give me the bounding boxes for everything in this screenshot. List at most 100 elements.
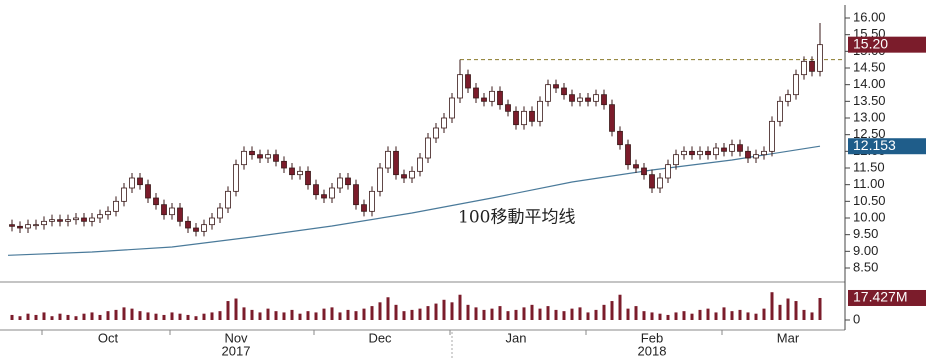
candle-body (337, 177, 343, 189)
volume-bar (722, 307, 726, 320)
candle-body (65, 219, 71, 222)
y-tick-label: 13.50 (853, 93, 886, 108)
candle-body (641, 167, 647, 176)
candle-body (697, 150, 703, 156)
candle-body (729, 144, 735, 152)
volume-bar (306, 311, 310, 320)
candle-body (145, 184, 151, 199)
y-tick-label: 14.50 (853, 59, 886, 74)
candle-body (537, 100, 543, 122)
candle-body (9, 224, 15, 227)
candle-body (633, 164, 639, 169)
volume-bar (130, 308, 134, 320)
volume-bar (106, 311, 110, 320)
value-box-label: 15.20 (853, 35, 888, 51)
candle-body (649, 174, 655, 189)
volume-bar (498, 306, 502, 320)
volume-bar (458, 294, 462, 320)
candle-body (665, 164, 671, 179)
candle-body (401, 174, 407, 179)
candle-body (809, 60, 815, 72)
value-box (848, 36, 926, 53)
y-tick-label: 13.00 (853, 109, 886, 124)
candle-body (561, 87, 567, 96)
volume-bar (354, 311, 358, 320)
volume-bar (650, 312, 654, 320)
x-tick-label: Mar (777, 330, 800, 345)
candle-body (521, 110, 527, 126)
candle-body (257, 154, 263, 159)
volume-bar (226, 301, 230, 320)
candle-body (761, 150, 767, 156)
volume-bar (578, 307, 582, 320)
volume-bar (194, 316, 198, 320)
volume-bar (698, 309, 702, 320)
volume-bar (386, 297, 390, 320)
candle-body (753, 154, 759, 159)
volume-bar (250, 309, 254, 320)
moving-average-name: 100移動平均线 (458, 208, 575, 228)
volume-bar (466, 304, 470, 320)
candle-body (433, 127, 439, 139)
volume-bar (474, 307, 478, 320)
volume-bar (98, 314, 102, 320)
x-tick-label: Dec (368, 330, 392, 345)
volume-bar (258, 312, 262, 320)
volume-bar (18, 316, 22, 320)
candle-body (17, 225, 23, 229)
volume-bar (298, 313, 302, 320)
candle-body (553, 84, 559, 89)
y-tick-label: 14.00 (853, 76, 886, 91)
volume-bar (674, 312, 678, 320)
candle-body (545, 84, 551, 102)
candle-body (785, 94, 791, 102)
candle-body (305, 170, 311, 186)
candle-body (569, 94, 575, 102)
volume-bar (706, 308, 710, 320)
candle-body (609, 104, 615, 132)
y-tick-label: 11.00 (853, 176, 885, 191)
candle-body (377, 167, 383, 192)
volume-bar (658, 313, 662, 320)
candle-body (393, 150, 399, 176)
candle-body (737, 144, 743, 152)
volume-bar (738, 309, 742, 320)
volume-bar (66, 314, 70, 320)
candle-body (657, 177, 663, 189)
volume-bar (482, 309, 486, 320)
candle-body (361, 204, 367, 212)
volume-bar (26, 313, 30, 320)
candle-body (385, 150, 391, 169)
candle-body (273, 154, 279, 162)
candle-body (353, 184, 359, 206)
candle-body (689, 150, 695, 156)
volume-bar (114, 309, 118, 320)
candle-body (473, 87, 479, 99)
volume-bar (58, 313, 62, 320)
volume-bar (770, 292, 774, 320)
candle-body (329, 187, 335, 199)
candle-body (465, 74, 471, 89)
volume-bar (322, 308, 326, 320)
candle-body (529, 110, 535, 122)
candle-body (25, 224, 31, 229)
volume-bar (554, 309, 558, 320)
candle-body (41, 220, 47, 226)
volume-bar (410, 309, 414, 320)
candle-body (313, 184, 319, 196)
volume-bar (146, 312, 150, 320)
x-tick-label: Nov (224, 330, 248, 345)
volume-bar (402, 311, 406, 320)
candle-body (169, 207, 175, 216)
candle-body (233, 164, 239, 192)
candle-body (617, 130, 623, 146)
candle-body (625, 144, 631, 166)
candle-body (769, 120, 775, 152)
volume-bar (786, 298, 790, 320)
volume-bar (602, 304, 606, 320)
volume-bar (754, 313, 758, 320)
candle-body (417, 157, 423, 172)
candle-body (721, 147, 727, 152)
candle-body (481, 97, 487, 102)
